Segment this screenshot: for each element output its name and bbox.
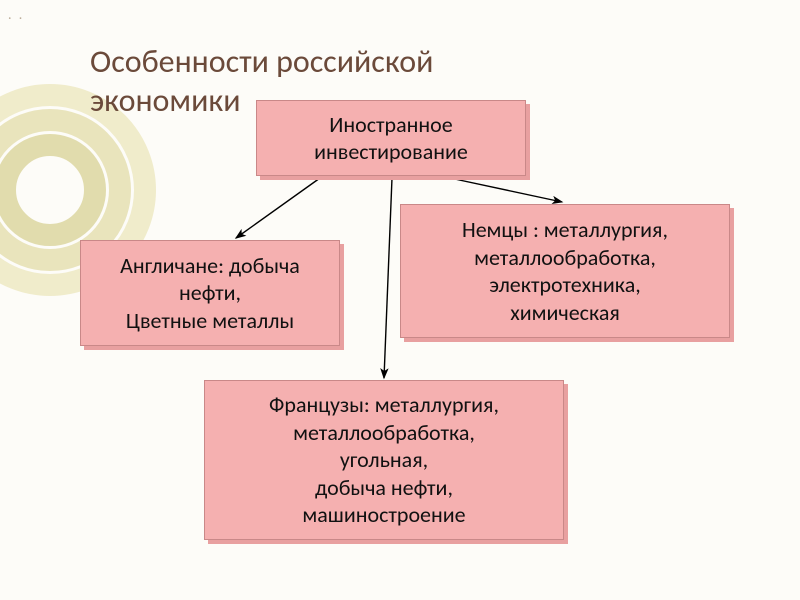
node-english: Англичане: добыча нефти, Цветные металлы (80, 240, 340, 346)
node-french: Французы: металлургия, металлообработка,… (204, 380, 564, 540)
node-root-foreign-investment: Иностранное инвестирование (256, 100, 526, 176)
page-number: . . (8, 6, 24, 23)
node-german: Немцы : металлургия, металлообработка, э… (400, 204, 730, 338)
